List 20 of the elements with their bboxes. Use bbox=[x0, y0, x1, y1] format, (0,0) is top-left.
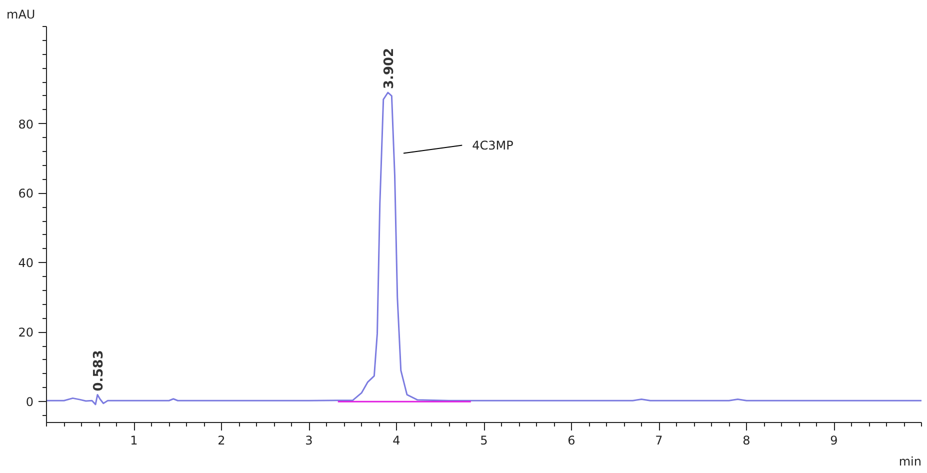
x-tick-label: 2 bbox=[218, 434, 226, 448]
x-tick-label: 5 bbox=[480, 434, 488, 448]
y-tick-label: 40 bbox=[18, 256, 34, 270]
x-axis-title: min bbox=[898, 454, 922, 468]
x-tick-label: 9 bbox=[830, 434, 838, 448]
line-series bbox=[46, 92, 922, 406]
y-tick-label: 0 bbox=[26, 395, 34, 410]
y-tick-label: 20 bbox=[18, 326, 34, 340]
x-tick-label: 4 bbox=[392, 434, 400, 448]
x-tick-label: 8 bbox=[742, 434, 750, 448]
y-axis-title: mAU bbox=[6, 8, 36, 22]
annotation: 3.902 bbox=[382, 48, 397, 90]
annotation: 4C3MP bbox=[472, 138, 514, 152]
x-tick-label: 7 bbox=[655, 434, 663, 448]
x-tick-label: 1 bbox=[130, 434, 138, 448]
x-tick-label: 3 bbox=[305, 434, 313, 448]
annotation: 0.583 bbox=[92, 350, 107, 392]
y-tick-label: 60 bbox=[18, 186, 34, 201]
y-tick-label: 80 bbox=[18, 117, 34, 132]
x-tick-label: 6 bbox=[568, 434, 576, 448]
